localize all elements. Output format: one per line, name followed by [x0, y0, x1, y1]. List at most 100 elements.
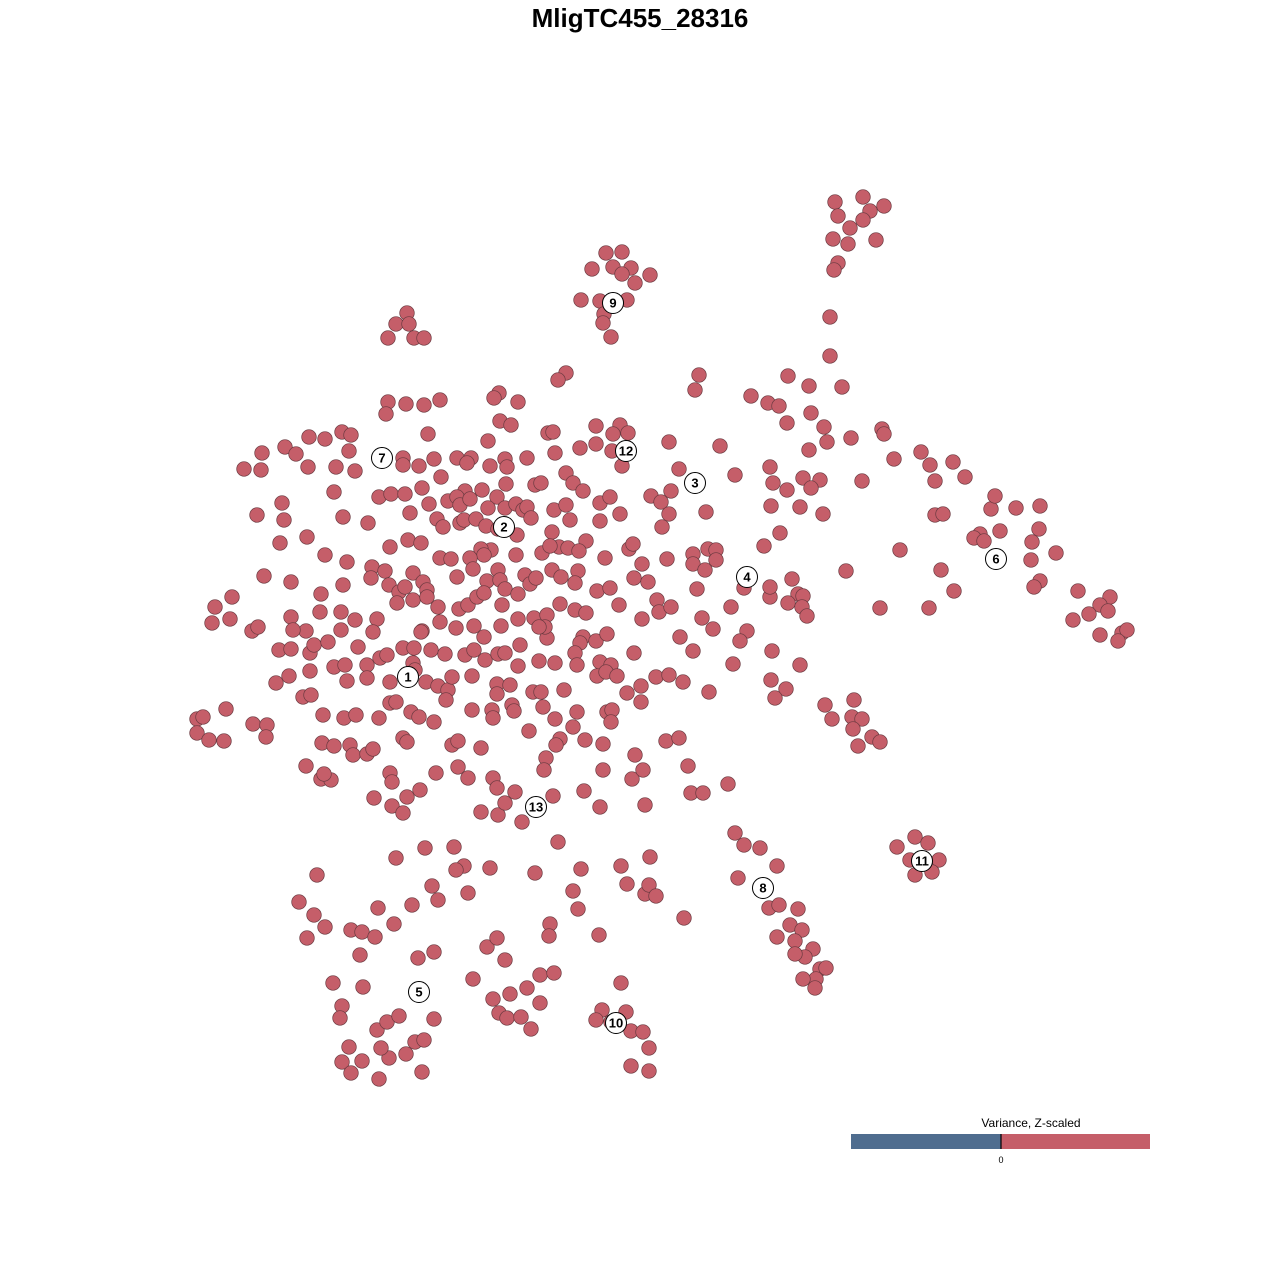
data-point — [207, 599, 223, 615]
data-point — [794, 922, 810, 938]
data-point — [817, 697, 833, 713]
data-point — [795, 971, 811, 987]
cluster-label-badge — [397, 666, 419, 688]
data-point — [497, 795, 513, 811]
data-point — [825, 231, 841, 247]
data-point — [614, 266, 630, 282]
data-point — [889, 839, 905, 855]
data-point — [285, 622, 301, 638]
data-point — [480, 433, 496, 449]
data-point — [1023, 552, 1039, 568]
cluster-label-5: 5 — [408, 981, 430, 1003]
data-point — [302, 663, 318, 679]
data-point — [801, 378, 817, 394]
data-point — [546, 965, 562, 981]
cluster-label-badge — [985, 548, 1007, 570]
data-point — [556, 682, 572, 698]
data-point — [369, 1022, 385, 1038]
data-point — [976, 533, 992, 549]
data-point — [927, 473, 943, 489]
cluster-label-3: 3 — [684, 472, 706, 494]
data-point — [460, 770, 476, 786]
data-point — [595, 315, 611, 331]
data-point — [641, 1040, 657, 1056]
data-point — [485, 991, 501, 1007]
data-point — [312, 604, 328, 620]
data-point — [799, 608, 815, 624]
data-point — [542, 538, 558, 554]
data-point — [360, 515, 376, 531]
points-layer — [189, 189, 1135, 1087]
data-point — [642, 267, 658, 283]
cluster-label-badge — [911, 850, 933, 872]
data-point — [842, 220, 858, 236]
data-point — [388, 316, 404, 332]
data-point — [299, 529, 315, 545]
data-point — [335, 509, 351, 525]
data-point — [502, 986, 518, 1002]
cluster-label-text: 2 — [500, 520, 507, 535]
data-point — [531, 653, 547, 669]
data-point — [603, 714, 619, 730]
data-point — [339, 673, 355, 689]
data-point — [402, 505, 418, 521]
data-point — [426, 944, 442, 960]
cluster-label-4: 4 — [736, 566, 758, 588]
data-point — [577, 732, 593, 748]
data-point — [482, 458, 498, 474]
data-point — [1024, 534, 1040, 550]
data-point — [476, 629, 492, 645]
data-point — [1081, 606, 1097, 622]
data-point — [480, 500, 496, 516]
data-point — [444, 669, 460, 685]
data-point — [807, 980, 823, 996]
data-point — [676, 910, 692, 926]
data-point — [398, 396, 414, 412]
data-point — [519, 980, 535, 996]
data-point — [599, 626, 615, 642]
data-point — [818, 960, 834, 976]
data-point — [544, 524, 560, 540]
data-point — [391, 1008, 407, 1024]
data-point — [316, 766, 332, 782]
data-point — [405, 592, 421, 608]
cluster-label-badge — [605, 1012, 627, 1034]
data-point — [732, 633, 748, 649]
data-point — [876, 198, 892, 214]
data-point — [598, 245, 614, 261]
data-point — [784, 571, 800, 587]
data-point — [815, 506, 831, 522]
cluster-label-badge — [602, 292, 624, 314]
cluster-label-text: 13 — [529, 800, 543, 815]
data-point — [619, 876, 635, 892]
data-point — [854, 711, 870, 727]
data-point — [595, 736, 611, 752]
data-point — [625, 536, 641, 552]
data-point — [595, 762, 611, 778]
data-point — [510, 394, 526, 410]
data-point — [512, 637, 528, 653]
data-point — [633, 678, 649, 694]
data-point — [830, 208, 846, 224]
data-point — [536, 762, 552, 778]
data-point — [490, 807, 506, 823]
data-point — [449, 569, 465, 585]
data-point — [532, 995, 548, 1011]
data-point — [417, 840, 433, 856]
data-point — [597, 550, 613, 566]
cluster-label-text: 8 — [759, 881, 766, 896]
data-point — [834, 379, 850, 395]
data-point — [705, 621, 721, 637]
data-point — [236, 461, 252, 477]
data-point — [379, 647, 395, 663]
cluster-label-8: 8 — [752, 877, 774, 899]
data-point — [399, 734, 415, 750]
data-point — [565, 883, 581, 899]
data-point — [792, 657, 808, 673]
cluster-label-text: 4 — [743, 570, 751, 585]
data-point — [531, 619, 547, 635]
data-point — [771, 897, 787, 913]
data-point — [224, 589, 240, 605]
cluster-label-text: 9 — [609, 296, 616, 311]
data-point — [935, 506, 951, 522]
